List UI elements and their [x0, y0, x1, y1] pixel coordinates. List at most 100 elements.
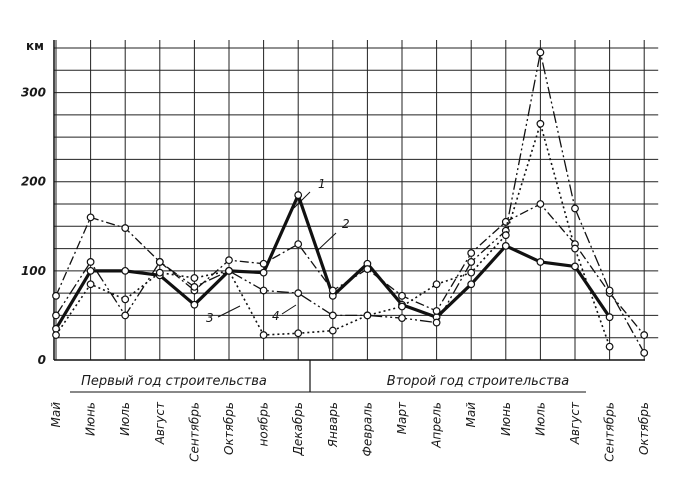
series-callout-label: 3 [206, 311, 214, 325]
callout-leader [317, 232, 337, 251]
x-tick-label: Март [395, 401, 409, 434]
data-point [294, 191, 303, 199]
x-tick-label: Январь [326, 402, 340, 448]
data-point [640, 331, 649, 339]
series-4 [52, 119, 614, 351]
year-group-label: Первый год строительства [81, 374, 267, 389]
data-point [121, 266, 130, 275]
callout-leader [293, 191, 311, 209]
data-point [86, 266, 95, 275]
data-point [467, 249, 476, 257]
data-point [432, 318, 441, 327]
axes [53, 40, 645, 393]
x-tick-label: Июнь [84, 402, 98, 436]
x-tick-label: Сентябрь [603, 402, 617, 462]
data-point [640, 348, 649, 357]
data-point [155, 268, 164, 277]
data-point [52, 331, 60, 339]
y-tick-label: 200 [21, 175, 46, 189]
series-line [55, 203, 645, 336]
data-point [121, 295, 130, 304]
data-point [605, 286, 614, 295]
data-point [155, 258, 164, 266]
data-point [259, 331, 268, 339]
x-tick-label: Декабрь [291, 402, 305, 456]
data-point [294, 329, 303, 338]
data-point [52, 291, 60, 300]
data-point [501, 231, 510, 240]
data-point [536, 48, 545, 57]
x-tick-label: Август [568, 401, 582, 445]
data-point [501, 217, 510, 226]
series-2 [52, 200, 649, 339]
data-point [294, 240, 303, 249]
data-point [121, 311, 130, 320]
data-point [363, 265, 372, 273]
grid [54, 40, 659, 360]
data-point [571, 244, 579, 253]
data-point [536, 258, 545, 266]
data-point [536, 119, 545, 128]
data-point [259, 268, 268, 277]
series [52, 48, 649, 357]
x-tick-label: Август [153, 401, 167, 445]
data-point [363, 311, 372, 320]
year-group-labels: Первый год строительства Второй год строи… [81, 374, 569, 389]
data-point [259, 286, 268, 295]
y-tick-labels: 0 100 200 300 [21, 86, 46, 367]
x-tick-label: Апрель [430, 402, 444, 449]
data-point [190, 274, 199, 282]
x-tick-label: Июнь [499, 402, 513, 436]
data-point [259, 259, 268, 268]
series-callout-label: 1 [318, 177, 326, 191]
x-tick-label: Май [464, 402, 478, 428]
data-point [225, 266, 233, 275]
callout-leader [281, 304, 297, 315]
data-point [467, 258, 476, 266]
data-point [467, 268, 476, 277]
x-tick-label: Июль [118, 402, 132, 436]
callout-leader [217, 305, 241, 318]
data-point [328, 286, 337, 295]
x-tick-label: Октябрь [637, 402, 651, 455]
data-point [571, 204, 579, 213]
data-point [190, 300, 199, 309]
series-callout-label: 4 [272, 309, 280, 323]
series-line [55, 51, 645, 354]
x-tick-label: Сентябрь [187, 402, 201, 462]
data-point [536, 200, 545, 208]
data-point [398, 302, 406, 311]
x-tick-label: ноябрь [257, 402, 271, 447]
series-callouts: 1 2 3 4 [206, 177, 350, 325]
x-tick-label: Июль [533, 402, 547, 436]
x-tick-label: Февраль [360, 402, 374, 457]
data-point [86, 213, 95, 222]
data-point [52, 311, 60, 320]
data-point [398, 314, 406, 323]
year-group-label: Второй год строительства [387, 374, 569, 389]
data-point [52, 324, 60, 333]
data-point [432, 307, 441, 315]
data-point [190, 283, 199, 291]
data-point [501, 241, 510, 250]
data-point [294, 289, 303, 298]
x-tick-label: Май [49, 402, 63, 428]
data-point [432, 280, 441, 289]
data-point [225, 256, 233, 265]
y-tick-label: 300 [21, 86, 46, 100]
x-tick-labels: Май Июнь Июль Август Сентябрь Октябрь ноябрь Де… [49, 401, 651, 462]
series-callout-label: 2 [342, 217, 350, 231]
y-tick-label: 0 [38, 353, 46, 367]
data-point [467, 280, 476, 289]
data-point [571, 262, 579, 271]
data-point [86, 280, 95, 289]
x-tick-label: Октябрь [222, 402, 236, 455]
data-point [86, 258, 95, 266]
y-axis-unit: км [26, 39, 44, 53]
y-tick-label: 100 [21, 264, 46, 278]
data-point [328, 311, 337, 320]
series-3 [52, 48, 649, 357]
data-point [605, 313, 614, 322]
data-point [398, 291, 406, 300]
